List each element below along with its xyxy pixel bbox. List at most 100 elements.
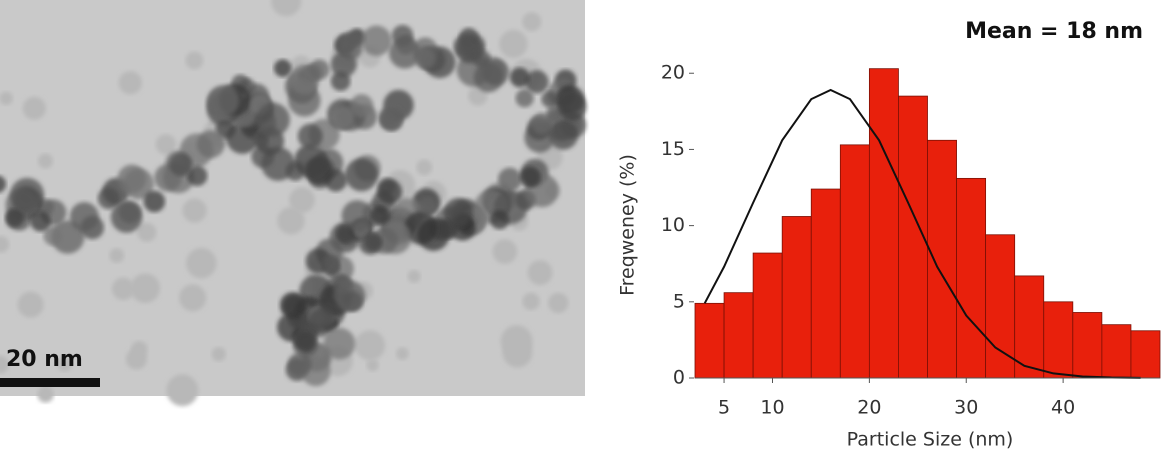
x-tick-label: 40: [1051, 397, 1075, 419]
particle: [370, 205, 389, 225]
background-speck: [0, 91, 13, 106]
scale-bar-label: 20 nm: [6, 347, 83, 372]
particle: [419, 196, 437, 215]
particle: [322, 254, 339, 271]
particle: [376, 179, 403, 205]
particle: [473, 62, 504, 93]
y-tick-label: 15: [661, 138, 685, 160]
bar: [1101, 324, 1132, 379]
background-speck: [186, 247, 217, 279]
particle: [519, 166, 541, 188]
particle: [364, 233, 382, 252]
particle: [515, 89, 534, 108]
particle: [294, 143, 328, 178]
background-speck: [527, 260, 553, 286]
background-speck: [211, 346, 226, 362]
particle: [404, 211, 438, 245]
bar: [1014, 275, 1045, 379]
x-tick-label: 5: [718, 397, 730, 419]
background-speck: [354, 330, 386, 361]
particle: [308, 308, 335, 334]
particle: [349, 94, 374, 118]
particle: [123, 168, 154, 200]
bar: [810, 188, 841, 379]
background-speck: [179, 284, 207, 312]
particle: [378, 105, 404, 131]
background-speck: [0, 355, 9, 374]
background-speck: [277, 207, 305, 235]
x-axis-label: Particle Size (nm): [847, 429, 1014, 451]
bar: [927, 139, 957, 379]
particle: [10, 177, 45, 212]
tem-image: [0, 0, 587, 407]
particle: [69, 202, 99, 232]
particle: [338, 36, 363, 60]
background-speck: [22, 96, 46, 120]
background-speck: [17, 291, 44, 318]
y-tick-label: 10: [661, 214, 685, 236]
particle: [51, 220, 85, 254]
x-tick-label: 20: [857, 397, 881, 419]
particle: [341, 200, 373, 232]
background-speck: [396, 347, 409, 361]
bar: [1043, 301, 1074, 379]
background-speck: [366, 358, 379, 372]
particle: [509, 67, 530, 88]
background-speck: [522, 292, 540, 311]
background-speck: [289, 187, 315, 213]
scale-bar: [0, 378, 100, 387]
particle: [143, 190, 166, 213]
bar: [1130, 330, 1161, 379]
particle: [5, 208, 24, 228]
particle: [345, 158, 379, 192]
background-speck: [111, 277, 135, 301]
particle: [336, 226, 354, 243]
background-speck: [0, 235, 10, 253]
particle: [541, 91, 558, 108]
background-speck: [522, 12, 542, 32]
particle: [525, 70, 549, 94]
bar: [956, 177, 987, 379]
y-tick-label: 5: [673, 290, 685, 312]
particle: [207, 85, 240, 117]
background-speck: [130, 340, 148, 358]
particle: [43, 226, 63, 246]
particle: [196, 130, 225, 159]
particle: [30, 211, 51, 232]
bar: [839, 144, 870, 379]
background-speck: [416, 159, 433, 176]
background-speck: [499, 29, 528, 59]
particle: [288, 352, 312, 376]
particle: [334, 280, 366, 312]
particle: [531, 112, 553, 135]
particle: [389, 37, 421, 69]
background-speck: [500, 325, 533, 358]
particle: [256, 102, 290, 137]
y-tick-label: 20: [661, 62, 685, 84]
particle: [169, 152, 193, 176]
background-speck: [548, 292, 569, 314]
particle: [118, 201, 141, 224]
bar: [723, 292, 754, 379]
background-speck: [185, 51, 204, 70]
particle: [294, 331, 316, 353]
particle: [279, 291, 307, 319]
background-speck: [118, 71, 142, 95]
particle: [297, 123, 323, 149]
particle: [330, 105, 355, 130]
background-speck: [182, 198, 207, 223]
background-speck: [155, 134, 177, 155]
bar: [985, 234, 1016, 379]
background-speck: [37, 153, 54, 169]
particle: [97, 187, 120, 210]
bar: [694, 302, 725, 379]
particle: [0, 175, 7, 193]
bar: [1072, 312, 1103, 379]
background-speck: [109, 248, 125, 263]
particle: [308, 59, 330, 80]
x-tick-label: 10: [760, 397, 784, 419]
particle: [361, 25, 392, 56]
fit-curve: [703, 88, 1141, 379]
